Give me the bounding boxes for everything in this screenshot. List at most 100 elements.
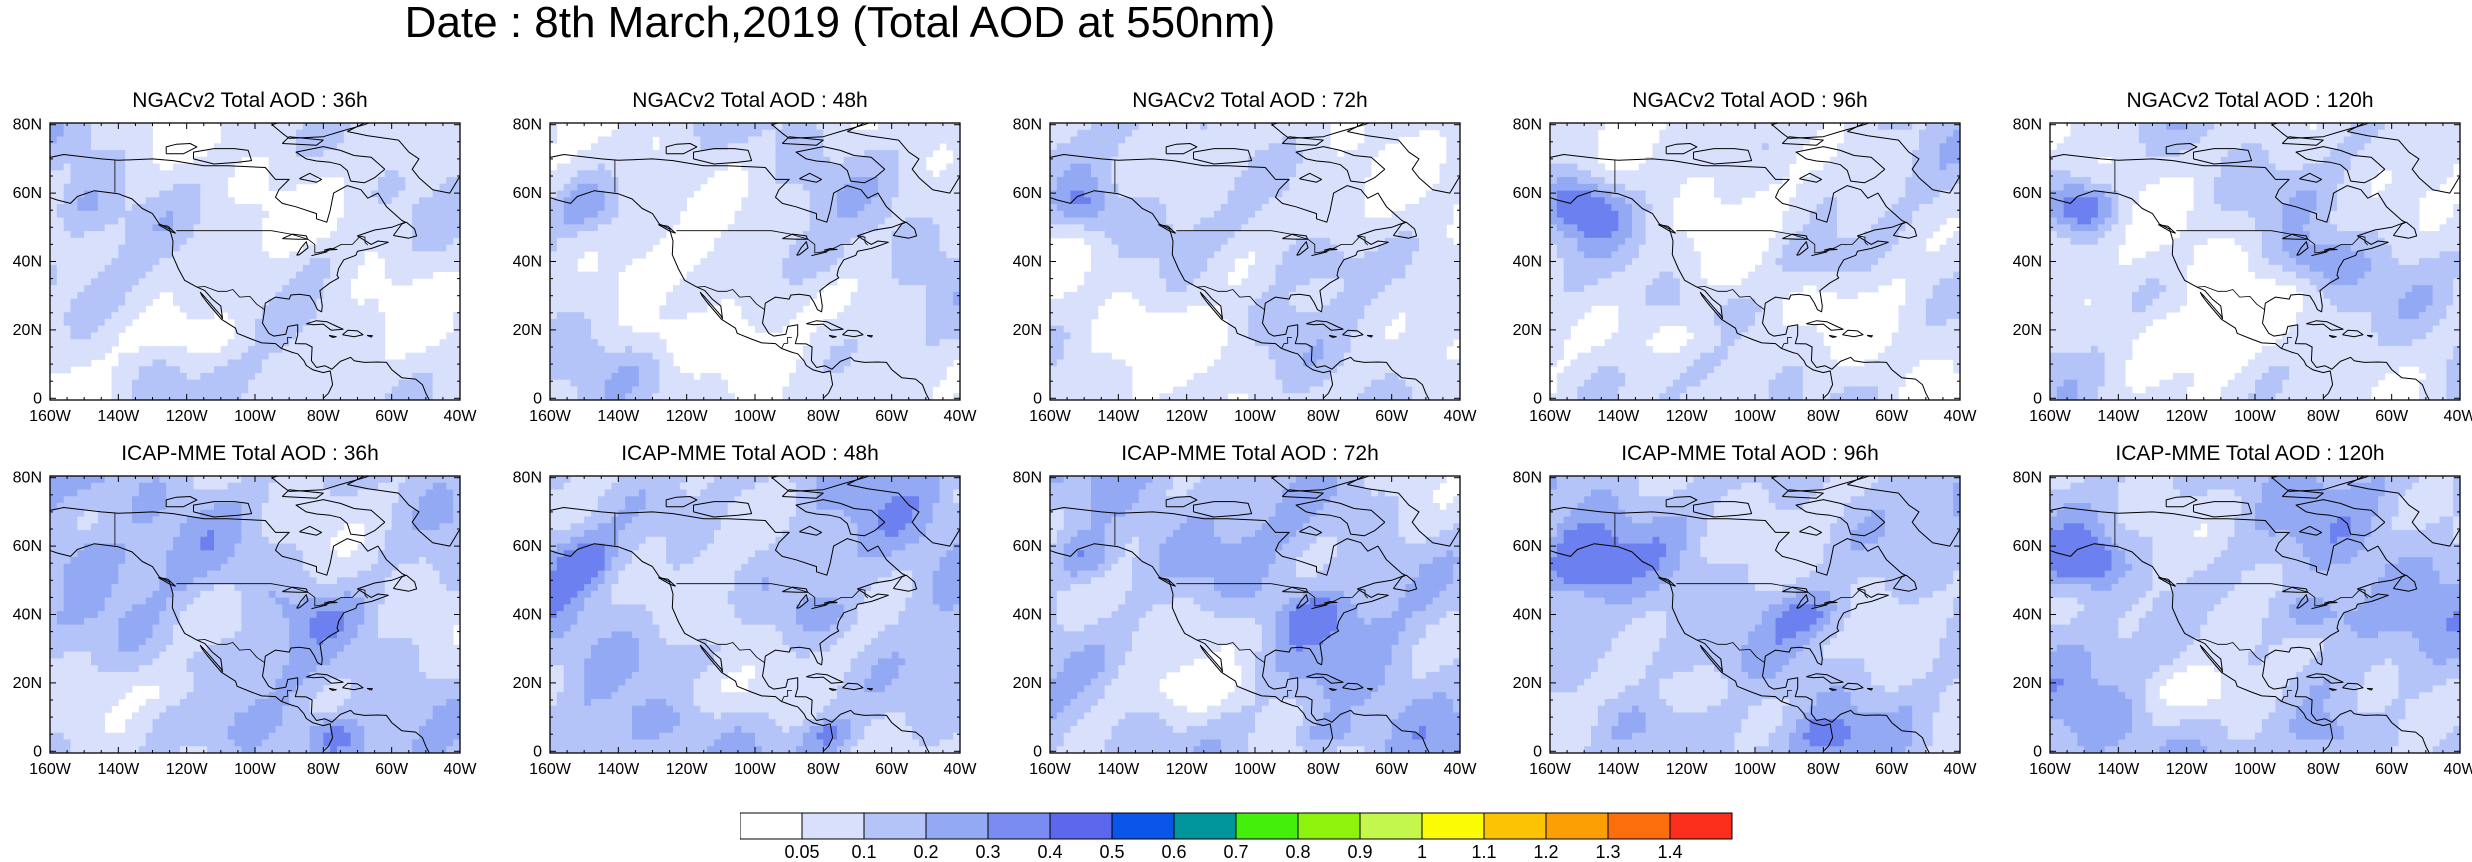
map-panel: NGACv2 Total AOD : 72h 160W 140W 120W 100W 80… [1000, 90, 1500, 426]
y-tick-label: 60N [13, 538, 42, 555]
coastlines [550, 476, 960, 753]
x-tick-label: 60W [2375, 408, 2409, 425]
x-tick-label: 160W [1029, 761, 1072, 778]
x-tick-label: 120W [2166, 408, 2209, 425]
map-panel: ICAP-MME Total AOD : 48h 160W 140W 120W 100W… [500, 443, 1000, 779]
x-tick-label: 40W [1444, 761, 1478, 778]
y-tick-label: 20N [1013, 322, 1042, 339]
y-tick-label: 0 [1033, 390, 1042, 407]
y-tick-label: 60N [513, 538, 542, 555]
x-tick-label: 140W [1097, 761, 1140, 778]
x-tick-label: 40W [1944, 761, 1978, 778]
panel-title: ICAP-MME Total AOD : 120h [2000, 443, 2472, 465]
map-panel: NGACv2 Total AOD : 48h 160W 140W 120W 100W 80… [500, 90, 1000, 426]
colorbar-label: 0.9 [1347, 842, 1372, 860]
x-tick-label: 60W [2375, 761, 2409, 778]
panel-title: ICAP-MME Total AOD : 72h [1000, 443, 1500, 465]
panel-title: ICAP-MME Total AOD : 36h [0, 443, 500, 465]
x-tick-label: 160W [29, 408, 72, 425]
x-tick-label: 100W [2234, 761, 2277, 778]
x-tick-label: 120W [1166, 408, 1209, 425]
aod-field [2050, 476, 2460, 753]
coastlines [50, 123, 460, 400]
y-tick-label: 20N [513, 675, 542, 692]
colorbar-swatch [801, 812, 865, 840]
y-tick-label: 0 [533, 390, 542, 407]
colorbar-label: 0.6 [1161, 842, 1186, 860]
y-tick-label: 60N [1013, 538, 1042, 555]
x-tick-label: 120W [2166, 761, 2209, 778]
y-tick-label: 20N [1513, 322, 1542, 339]
x-tick-label: 160W [29, 761, 72, 778]
x-tick-label: 160W [1029, 408, 1072, 425]
colorbar-swatch [1669, 812, 1733, 840]
y-tick-label: 0 [533, 743, 542, 760]
colorbar-label: 1.3 [1595, 842, 1620, 860]
x-tick-label: 100W [234, 761, 277, 778]
axis-ticks [1049, 476, 1461, 753]
x-tick-label: 120W [1666, 761, 1709, 778]
axis-ticks [49, 123, 461, 400]
colorbar-label: 1.1 [1471, 842, 1496, 860]
x-tick-label: 40W [1444, 408, 1478, 425]
y-tick-label: 80N [1013, 470, 1042, 487]
x-tick-label: 100W [1234, 408, 1277, 425]
x-tick-label: 80W [1307, 408, 1341, 425]
coastlines [1050, 123, 1460, 400]
y-tick-label: 40N [1013, 607, 1042, 624]
coastlines [550, 123, 960, 400]
colorbar: 0.05 0.1 0.2 0.3 0.4 0.5 0.6 0.7 0.8 0.9 1 1.1 1.2 1.… [740, 812, 1733, 860]
x-tick-label: 40W [2444, 408, 2472, 425]
panel-title: ICAP-MME Total AOD : 48h [500, 443, 1000, 465]
y-tick-label: 20N [13, 322, 42, 339]
y-tick-label: 80N [13, 470, 42, 487]
y-tick-label: 60N [513, 185, 542, 202]
y-tick-label: 20N [513, 322, 542, 339]
y-tick-label: 40N [1513, 607, 1542, 624]
colorbar-label: 1.4 [1657, 842, 1682, 860]
x-tick-label: 80W [307, 761, 341, 778]
x-tick-label: 160W [1529, 408, 1572, 425]
x-tick-label: 160W [529, 408, 572, 425]
colorbar-swatch [925, 812, 989, 840]
x-tick-label: 140W [1097, 408, 1140, 425]
colorbar-swatch [1359, 812, 1423, 840]
x-tick-label: 60W [1375, 761, 1409, 778]
y-tick-label: 0 [33, 390, 42, 407]
x-tick-label: 100W [234, 408, 277, 425]
x-tick-label: 140W [2097, 408, 2140, 425]
y-tick-label: 80N [1013, 117, 1042, 134]
x-tick-label: 40W [444, 761, 478, 778]
x-tick-label: 120W [166, 408, 209, 425]
x-tick-label: 100W [1234, 761, 1277, 778]
axis-ticks [1049, 123, 1461, 400]
axis-ticks [1549, 123, 1961, 400]
aod-field [1550, 476, 1960, 753]
y-tick-label: 20N [2013, 675, 2042, 692]
colorbar-label: 0.05 [784, 842, 819, 860]
aod-map: 160W 140W 120W 100W 80W 60W 40W 0 20N 40N 60N 80N [2013, 470, 2472, 778]
x-tick-label: 100W [1734, 408, 1777, 425]
colorbar-swatch [1483, 812, 1547, 840]
map-panel: NGACv2 Total AOD : 120h 160W 140W 120W 100W 8… [2000, 90, 2472, 426]
aod-field [550, 476, 960, 753]
aod-map: 160W 140W 120W 100W 80W 60W 40W 0 20N 40N 60N 80N [13, 117, 478, 425]
map-panel: NGACv2 Total AOD : 96h 160W 140W 120W 100W 80… [1500, 90, 2000, 426]
x-tick-label: 100W [1734, 761, 1777, 778]
coastlines [1550, 123, 1960, 400]
y-tick-label: 40N [1013, 254, 1042, 271]
x-tick-label: 60W [375, 408, 409, 425]
x-tick-label: 120W [166, 761, 209, 778]
y-tick-label: 20N [1013, 675, 1042, 692]
y-tick-label: 20N [13, 675, 42, 692]
y-tick-label: 40N [513, 607, 542, 624]
x-tick-label: 80W [1807, 761, 1841, 778]
y-tick-label: 40N [13, 607, 42, 624]
x-tick-label: 40W [444, 408, 478, 425]
panel-title: NGACv2 Total AOD : 48h [500, 90, 1000, 112]
y-tick-label: 0 [1533, 390, 1542, 407]
coastlines [1050, 476, 1460, 753]
coastlines [2050, 476, 2460, 753]
x-tick-label: 140W [597, 408, 640, 425]
x-tick-label: 160W [2029, 761, 2072, 778]
